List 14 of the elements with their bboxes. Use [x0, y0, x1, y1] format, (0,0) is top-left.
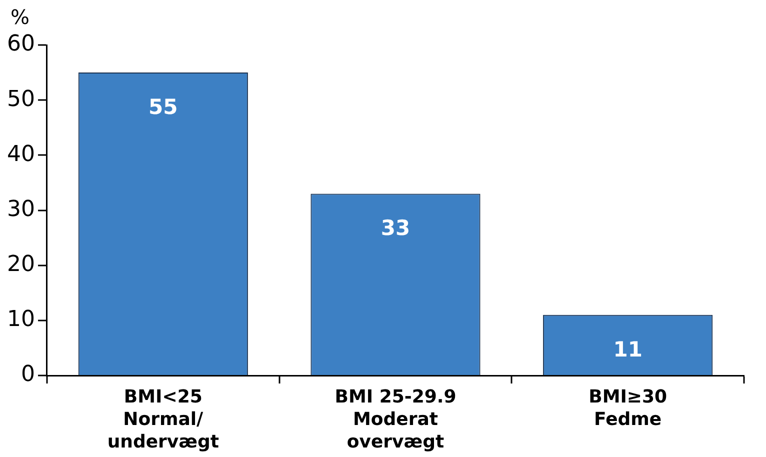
- y-tick-label: 0: [20, 362, 35, 388]
- y-tick-label: 60: [6, 32, 35, 57]
- y-tick-label: 40: [6, 142, 35, 167]
- data-label: 33: [380, 216, 410, 240]
- y-axis-title: %: [10, 5, 30, 30]
- x-tick-label: BMI<25 Normal/ undervægt: [107, 386, 220, 452]
- y-tick-label: 30: [6, 196, 35, 222]
- y-tick-label: 50: [6, 86, 35, 112]
- x-tick-label: BMI≥30 Fedme: [588, 386, 668, 430]
- data-label: 11: [613, 337, 642, 362]
- x-tick-label: BMI 25-29.9 Moderat overvægt: [334, 386, 456, 452]
- data-label: 55: [148, 94, 178, 119]
- y-tick-label: 20: [6, 252, 35, 278]
- y-tick-label: 10: [6, 307, 35, 332]
